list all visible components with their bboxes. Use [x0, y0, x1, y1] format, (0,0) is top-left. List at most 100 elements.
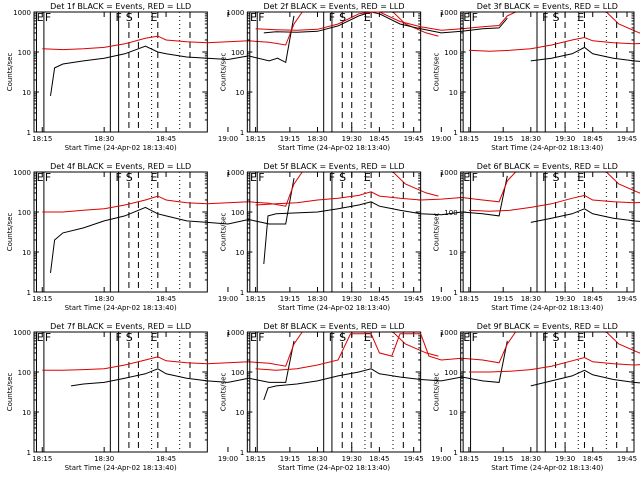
event-marker-label: S	[552, 11, 559, 24]
x-tick-label: 19:30	[555, 455, 575, 463]
plot-frame	[460, 171, 635, 293]
x-axis-label: Start Time (24-Apr-02 18:13:40)	[278, 144, 390, 152]
y-tick-label: 1	[27, 449, 31, 457]
events-series-line	[50, 178, 295, 273]
event-marker-label: F	[472, 331, 478, 344]
x-tick-label: 19:15	[493, 295, 513, 303]
event-marker-label: E	[463, 331, 470, 344]
x-tick-label: 18:15	[245, 295, 265, 303]
x-tick-label: 18:30	[307, 295, 327, 303]
x-tick-label: 18:15	[459, 135, 479, 143]
y-tick-label: 10	[235, 89, 244, 97]
y-tick-label: 1	[453, 289, 457, 297]
events-series-line	[530, 208, 640, 223]
y-tick-label: 1000	[227, 9, 245, 17]
y-tick-label: 100	[231, 369, 244, 377]
event-marker-label: F	[45, 11, 51, 24]
detector-panel: Det 5f BLACK = Events, RED = LLD 1 10 100 10…	[219, 162, 640, 312]
x-tick-label: 19:00	[431, 295, 451, 303]
event-marker-label: F	[542, 331, 548, 344]
x-tick-label: 18:45	[156, 455, 176, 463]
lld-series-line	[42, 11, 439, 51]
x-tick-label: 19:00	[431, 455, 451, 463]
x-tick-label: 18:30	[521, 295, 541, 303]
x-tick-label: 19:00	[218, 135, 238, 143]
y-tick-label: 1000	[13, 329, 31, 337]
event-marker-label: F	[258, 331, 264, 344]
panel-title: Det 2f BLACK = Events, RED = LLD	[263, 2, 404, 11]
y-axis-label: Counts/sec	[219, 213, 227, 252]
x-tick-label: 18:45	[369, 295, 389, 303]
plot-frame	[33, 11, 208, 133]
y-tick-label: 100	[18, 369, 31, 377]
x-axis-label: Start Time (24-Apr-02 18:13:40)	[65, 464, 177, 472]
x-tick-label: 18:45	[156, 135, 176, 143]
event-marker-label: E	[577, 331, 584, 344]
x-tick-label: 18:30	[521, 455, 541, 463]
panel-title: Det 3f BLACK = Events, RED = LLD	[477, 2, 618, 11]
event-marker-label: F	[258, 171, 264, 184]
plot-frame	[246, 331, 422, 453]
x-tick-label: 18:45	[369, 135, 389, 143]
detector-panel: Det 3f BLACK = Events, RED = LLD 1 10 100 10…	[433, 2, 640, 152]
event-marker-label: E	[250, 11, 257, 24]
x-tick-label: 18:15	[32, 455, 52, 463]
event-marker-label: E	[364, 171, 371, 184]
plot-frame	[460, 331, 635, 453]
y-tick-label: 10	[235, 249, 244, 257]
event-marker-label: S	[339, 331, 346, 344]
events-series-line	[263, 175, 508, 265]
plot-frame	[246, 171, 422, 293]
x-tick-label: 19:45	[404, 295, 424, 303]
y-tick-label: 1	[240, 289, 244, 297]
x-tick-label: 18:45	[369, 455, 389, 463]
x-tick-label: 19:00	[218, 295, 238, 303]
event-marker-label: E	[463, 11, 470, 24]
event-marker-label: E	[577, 171, 584, 184]
x-tick-label: 18:30	[94, 295, 114, 303]
panel-title: Det 1f BLACK = Events, RED = LLD	[50, 2, 191, 11]
panel-title: Det 8f BLACK = Events, RED = LLD	[263, 322, 404, 331]
y-tick-label: 1	[240, 449, 244, 457]
lld-series-line	[468, 194, 640, 212]
y-axis-label: Counts/sec	[6, 53, 14, 92]
y-tick-label: 10	[449, 409, 458, 417]
panel-title: Det 5f BLACK = Events, RED = LLD	[263, 162, 404, 171]
event-marker-label: E	[37, 11, 44, 24]
y-tick-label: 10	[22, 409, 31, 417]
y-tick-label: 1000	[13, 9, 31, 17]
x-tick-label: 18:15	[459, 455, 479, 463]
y-tick-label: 1	[27, 129, 31, 137]
x-tick-label: 19:00	[218, 455, 238, 463]
y-tick-label: 1000	[440, 329, 458, 337]
y-tick-label: 1000	[227, 329, 245, 337]
panel-title: Det 6f BLACK = Events, RED = LLD	[477, 162, 618, 171]
event-marker-label: F	[472, 171, 478, 184]
x-tick-label: 19:30	[342, 455, 362, 463]
x-tick-label: 19:30	[555, 295, 575, 303]
x-tick-label: 19:00	[431, 135, 451, 143]
x-tick-label: 18:15	[245, 135, 265, 143]
event-marker-label: E	[37, 171, 44, 184]
detector-panel: Det 8f BLACK = Events, RED = LLD 1 10 100 10…	[219, 322, 640, 472]
x-tick-label: 18:30	[521, 135, 541, 143]
x-axis-label: Start Time (24-Apr-02 18:13:40)	[491, 144, 603, 152]
x-tick-label: 18:45	[583, 455, 603, 463]
x-axis-label: Start Time (24-Apr-02 18:13:40)	[65, 144, 177, 152]
x-tick-label: 18:15	[32, 135, 52, 143]
y-tick-label: 100	[444, 49, 457, 57]
x-tick-label: 19:15	[280, 455, 300, 463]
events-series-line	[71, 340, 295, 387]
event-marker-label: E	[364, 331, 371, 344]
event-marker-label: S	[126, 11, 133, 24]
x-tick-label: 19:45	[404, 135, 424, 143]
x-axis-label: Start Time (24-Apr-02 18:13:40)	[278, 464, 390, 472]
y-tick-label: 10	[449, 89, 458, 97]
x-tick-label: 19:15	[493, 135, 513, 143]
event-marker-label: F	[45, 171, 51, 184]
y-tick-label: 1	[453, 449, 457, 457]
event-marker-label: S	[552, 171, 559, 184]
y-tick-label: 1	[453, 129, 457, 137]
event-marker-label: E	[463, 171, 470, 184]
x-tick-label: 18:45	[583, 295, 603, 303]
